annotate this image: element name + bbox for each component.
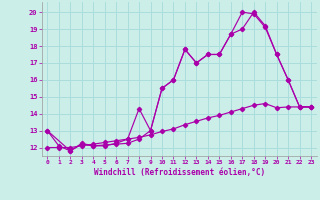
- X-axis label: Windchill (Refroidissement éolien,°C): Windchill (Refroidissement éolien,°C): [94, 168, 265, 177]
